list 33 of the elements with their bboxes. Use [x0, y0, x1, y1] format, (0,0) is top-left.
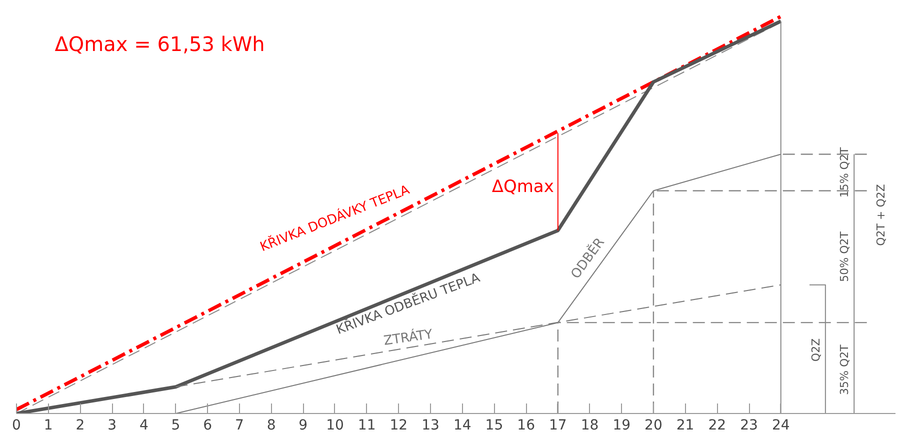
x-tick-label: 5 — [171, 418, 180, 434]
x-tick-label: 15 — [485, 418, 504, 434]
x-tick-label: 13 — [422, 418, 440, 434]
x-tick-label: 18 — [580, 418, 599, 434]
x-tick-label: 12 — [390, 418, 408, 434]
annotation: Q2T + Q2Z — [874, 184, 888, 246]
x-tick-label: 11 — [358, 418, 376, 434]
x-tick-label: 24 — [772, 418, 790, 434]
x-tick-label: 22 — [708, 418, 726, 434]
annotation: 35% Q2T — [838, 344, 852, 395]
x-tick-label: 10 — [326, 418, 344, 434]
x-tick-label: 17 — [549, 418, 567, 434]
x-tick-label: 21 — [676, 418, 694, 434]
annotation: ΔQmax — [492, 177, 554, 198]
annotation: 15% Q2T — [838, 147, 852, 198]
x-tick-label: 4 — [139, 418, 148, 434]
x-tick-label: 2 — [76, 418, 85, 434]
x-tick-label: 1 — [44, 418, 53, 434]
x-tick-label: 7 — [234, 418, 244, 434]
x-tick-label: 9 — [298, 418, 308, 434]
x-tick-label: 3 — [108, 418, 117, 434]
annotation: Q2Z — [809, 338, 822, 362]
text: ΔQmax = 61,53 kWh — [54, 32, 265, 56]
x-tick-label: 23 — [740, 418, 758, 434]
x-tick-label: 20 — [644, 418, 662, 434]
x-tick-label: 0 — [12, 418, 21, 434]
x-tick-label: 8 — [266, 418, 276, 434]
text: ZTRÁTY — [382, 325, 434, 349]
x-tick-label: 16 — [517, 418, 536, 434]
x-tick-label: 6 — [203, 418, 212, 434]
annotation: 50% Q2T — [838, 231, 852, 282]
x-tick-label: 14 — [453, 418, 472, 434]
x-tick-label: 19 — [612, 418, 631, 434]
